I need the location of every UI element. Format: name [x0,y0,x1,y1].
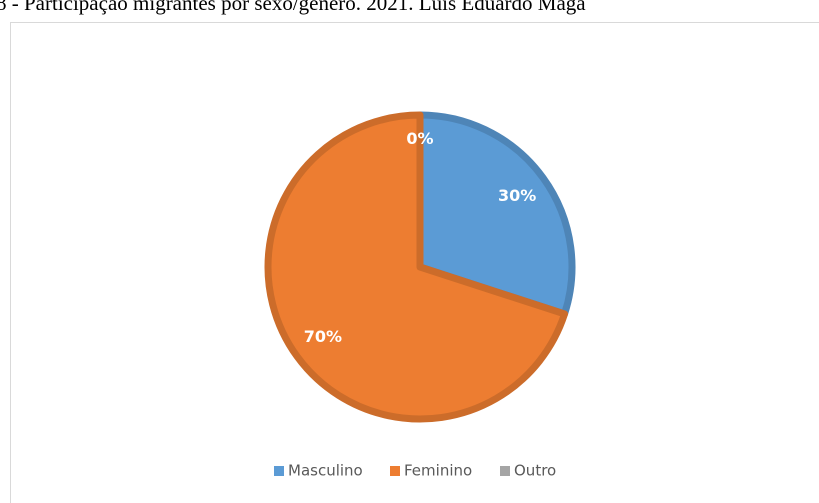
legend-swatch [390,466,400,476]
data-label: 0% [406,129,433,148]
data-label: 30% [498,186,536,205]
legend-label: Masculino [288,462,363,480]
pie-slice [416,111,576,318]
legend-swatch [274,466,284,476]
legend-label: Feminino [404,462,472,480]
chart-frame [10,22,819,503]
pie-slice [264,111,569,423]
chart-title: 8 - Participação migrantes por sexo/gêne… [0,0,586,15]
data-label: 70% [304,327,342,346]
legend-label: Outro [514,462,556,480]
legend-swatch [500,466,510,476]
